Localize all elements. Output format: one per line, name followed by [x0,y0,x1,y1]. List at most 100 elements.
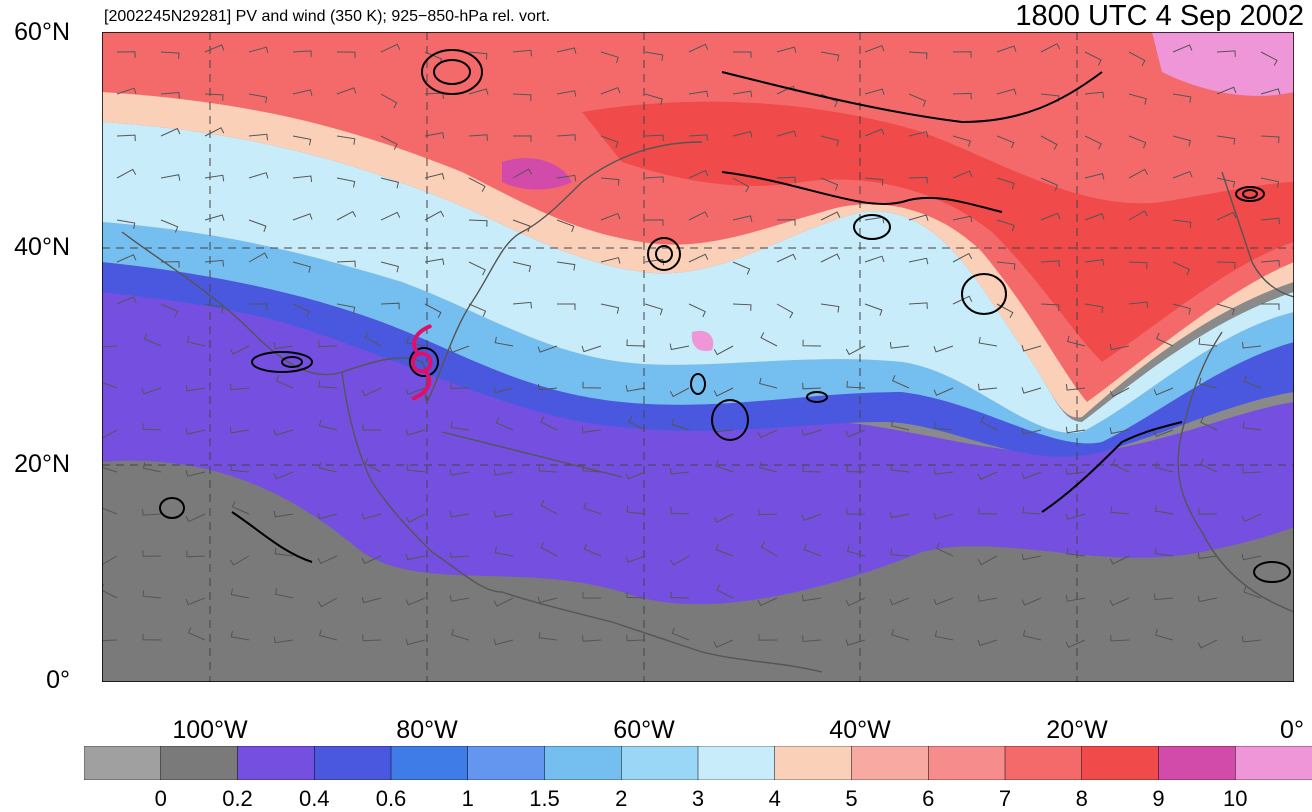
wind-barb [996,88,1017,96]
wind-barb [715,543,734,557]
wind-barb [204,214,225,221]
wind-barb [978,383,998,391]
wind-barb [229,555,250,566]
wind-barb [493,386,514,394]
wind-barb [556,47,577,54]
wind-barb [978,507,998,515]
wind-barb [230,588,250,599]
wind-barb [803,543,822,557]
wind-barb [802,465,822,473]
wind-barb [468,88,489,95]
wind-barb [1216,50,1236,57]
wind-barb [1198,338,1218,347]
wind-barb [670,507,690,515]
wind-barb [1022,506,1042,515]
wind-barb [820,211,841,221]
wind-barb [1040,212,1061,221]
wind-barb [933,468,954,475]
wind-barb [820,303,840,313]
wind-barb [204,303,224,314]
wind-barb [934,630,954,641]
wind-barb [1084,135,1102,150]
wind-barb [424,210,445,221]
wind-barb [556,134,576,141]
wind-barb [1172,135,1192,147]
pv-gray-patches [102,460,1294,682]
wind-barb [820,51,840,62]
wind-barb [380,135,398,150]
pv-band-red [102,32,1294,402]
wind-barb [845,639,866,646]
wind-barb [380,261,400,273]
wind-barb [1241,553,1262,561]
wind-barb [670,591,690,599]
pv-band-magenta [1152,32,1294,96]
wind-barb [820,253,841,263]
wind-barb [732,177,750,193]
wind-barb [1216,177,1236,188]
wind-barb [688,253,709,263]
wind-barb [160,51,180,60]
wind-barb [669,343,690,351]
wind-barb [952,215,973,223]
wind-barb [540,416,558,431]
colorbar-tick-label: 9 [1152,786,1165,811]
wind-barb [449,469,470,476]
wind-barb [1154,629,1174,641]
wind-barb [600,177,620,186]
wind-barb [230,464,250,473]
wind-barb [864,88,885,96]
wind-barb [891,375,910,389]
wind-barb [688,169,709,179]
wind-barb [582,592,602,599]
wind-barb [1260,51,1278,66]
wind-barb [292,135,312,146]
wind-barb [1198,377,1218,389]
wind-barb [1112,458,1130,473]
wind-barb [274,547,294,557]
wind-barb [512,168,533,179]
wind-barb [318,340,338,348]
wind-barb [713,387,734,397]
wind-barb [493,469,514,476]
wind-barb [908,131,929,138]
wind-barb [688,134,708,141]
wind-barb [468,219,488,227]
wind-barb [116,87,137,95]
wind-barb [669,468,690,475]
wind-barb [889,597,910,606]
wind-barb [671,418,690,431]
wind-barb [405,597,426,606]
wind-barb [758,461,778,473]
wind-barb [758,508,778,516]
wind-barb [1153,429,1174,437]
wind-barb [890,548,910,557]
wind-barb [102,345,118,348]
wind-barb [644,303,663,316]
wind-barb [1200,458,1218,473]
wind-barb [626,505,646,515]
wind-barb [336,303,356,314]
wind-barb [1084,303,1104,313]
wind-barb [556,219,575,233]
wind-barb [582,381,602,389]
wind-barb [380,93,398,109]
wind-barb [996,45,1017,53]
wind-barb [468,51,488,60]
wind-barb [1084,51,1102,66]
wind-barb [556,261,576,271]
wind-barb [1172,170,1193,179]
wind-barb [996,135,1015,149]
wind-barb [424,258,445,265]
wind-barb [846,380,866,389]
wind-barb [626,591,646,599]
wind-barb [116,219,136,229]
wind-barb [1128,51,1146,67]
wind-barb [952,51,972,58]
wind-barb [292,213,313,221]
wind-barb [1172,261,1191,276]
wind-barb [1242,421,1262,431]
wind-barb [713,639,734,648]
wind-barb [187,627,206,641]
wind-barb [273,471,294,480]
